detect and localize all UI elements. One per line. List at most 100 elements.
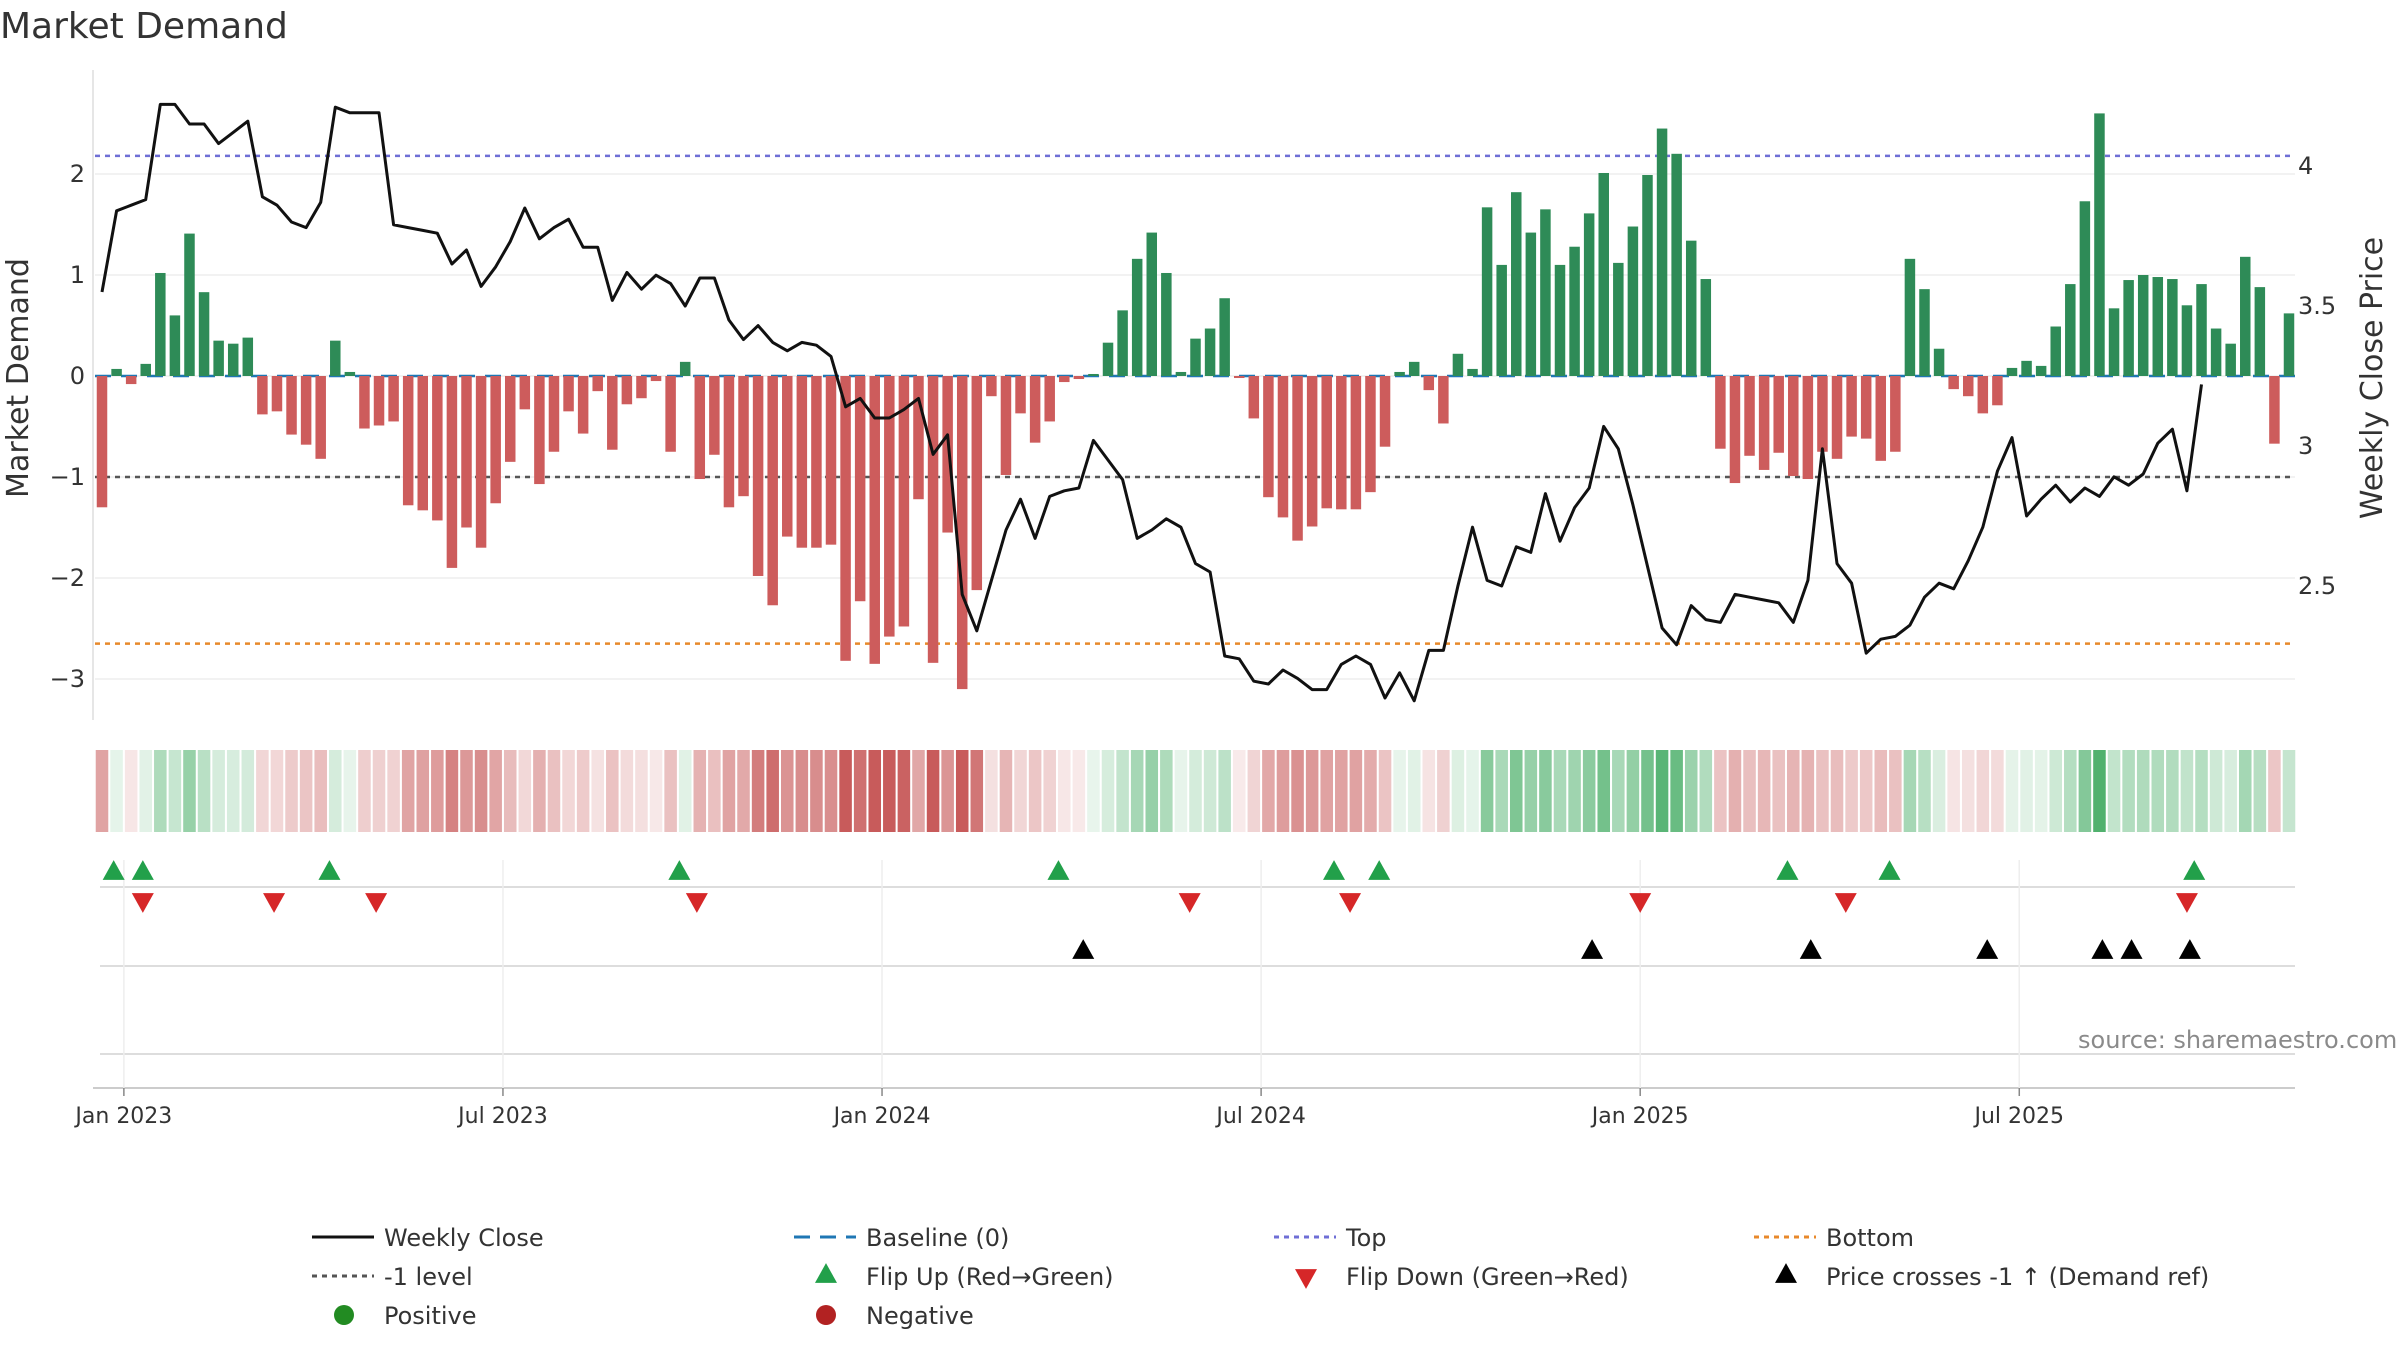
- demand-bar: [1685, 240, 1697, 376]
- demand-bar: [2283, 313, 2295, 376]
- heat-cell: [1874, 750, 1888, 832]
- heat-cell: [1568, 750, 1581, 832]
- y-tick-label-left: −2: [50, 564, 85, 592]
- y-tick-label-right: 3.5: [2298, 292, 2336, 320]
- heat-cell: [2107, 750, 2121, 832]
- heat-cell: [2166, 750, 2179, 832]
- heat-cell: [183, 750, 196, 832]
- demand-bar: [286, 376, 297, 435]
- heat-cell: [2268, 750, 2281, 832]
- demand-bar: [359, 376, 370, 429]
- heat-cell: [1582, 750, 1596, 832]
- demand-bar: [1423, 376, 1435, 391]
- heat-cell: [795, 750, 809, 832]
- demand-bar: [2254, 287, 2266, 376]
- heat-cell: [285, 750, 298, 832]
- heat-cell: [2020, 750, 2033, 832]
- price-cross-marker: [2120, 939, 2143, 959]
- y-tick-label-left: 0: [70, 362, 85, 390]
- heat-cell: [1961, 750, 1975, 832]
- demand-bar: [2123, 280, 2134, 376]
- flip-up-marker: [668, 860, 691, 880]
- heat-cell: [1801, 750, 1815, 832]
- demand-bar: [1117, 310, 1128, 376]
- demand-bar: [271, 376, 283, 412]
- heat-cell: [2253, 750, 2267, 832]
- demand-bar: [942, 376, 953, 533]
- demand-bar: [1102, 342, 1114, 376]
- demand-bar: [1511, 192, 1522, 376]
- heat-cell: [1597, 750, 1611, 832]
- demand-bar: [1540, 209, 1551, 376]
- heat-cell: [1218, 750, 1231, 832]
- heat-cell: [197, 750, 211, 832]
- y-tick-label-left: 2: [70, 160, 85, 188]
- heat-cell: [1728, 750, 1742, 832]
- demand-bar: [548, 376, 560, 452]
- legend-symbol: [1775, 1263, 1797, 1283]
- flip-up-marker: [131, 860, 154, 880]
- demand-bar: [96, 376, 108, 508]
- demand-bar: [1744, 376, 1755, 456]
- heat-cell: [1859, 750, 1873, 832]
- heat-cell: [1087, 750, 1100, 832]
- demand-bar: [1248, 376, 1260, 419]
- demand-bar: [1627, 226, 1639, 376]
- demand-bar: [723, 376, 735, 508]
- demand-bar: [840, 376, 851, 661]
- demand-bar: [2210, 328, 2222, 376]
- heat-cell: [503, 750, 517, 832]
- y-tick-label-left: −1: [50, 463, 85, 491]
- heat-cell: [1072, 750, 1086, 832]
- demand-bar: [227, 343, 239, 376]
- legend-label: -1 level: [384, 1263, 473, 1291]
- demand-bar: [1292, 376, 1303, 541]
- demand-bar: [1029, 376, 1041, 443]
- heat-cell: [576, 750, 590, 832]
- y-tick-label-left: −3: [50, 665, 85, 693]
- heat-cell: [635, 750, 648, 832]
- heat-cell: [372, 750, 386, 832]
- demand-bar: [417, 376, 429, 511]
- heat-cell: [2180, 750, 2194, 832]
- demand-bar: [1992, 376, 2003, 406]
- demand-bar: [1729, 376, 1741, 484]
- y-axis-label-left: Market Demand: [1, 258, 36, 498]
- demand-bar: [461, 376, 472, 528]
- demand-heat-strip: [95, 750, 2296, 832]
- heat-cell: [912, 750, 925, 832]
- demand-bar: [1161, 272, 1172, 376]
- demand-bar: [402, 376, 414, 506]
- heat-cell: [883, 750, 896, 832]
- demand-bar: [927, 376, 939, 663]
- heat-cell: [95, 750, 109, 832]
- demand-bar: [213, 340, 224, 376]
- demand-bar: [475, 376, 487, 548]
- demand-bar: [2225, 343, 2236, 376]
- heat-cell: [2195, 750, 2208, 832]
- heat-cell: [460, 750, 473, 832]
- demand-bar: [679, 361, 691, 376]
- heat-cell: [416, 750, 430, 832]
- heat-cell: [387, 750, 400, 832]
- demand-bar: [1831, 376, 1843, 459]
- demand-bar: [155, 272, 166, 376]
- price-series: [100, 102, 2203, 703]
- legend: Weekly Close Baseline (0) Top Bottom -1 leve…: [312, 1224, 2209, 1330]
- demand-bar: [884, 376, 895, 637]
- demand-bar: [125, 376, 137, 385]
- heat-cell: [401, 750, 415, 832]
- weekly-close-line: [100, 102, 2203, 703]
- heat-cell: [1495, 750, 1508, 832]
- demand-bar: [1948, 376, 1959, 390]
- heat-cell: [1232, 750, 1246, 832]
- price-cross-marker: [1072, 939, 1095, 959]
- demand-bar: [1554, 264, 1566, 376]
- heat-cell: [1757, 750, 1771, 832]
- demand-bar: [2196, 284, 2207, 376]
- heat-cell: [2238, 750, 2252, 832]
- source-label: source: sharemaestro.com: [2078, 1026, 2397, 1054]
- demand-bar: [1846, 376, 1857, 437]
- heat-cell: [1320, 750, 1333, 832]
- x-tick-label: Jan 2025: [1590, 1104, 1689, 1129]
